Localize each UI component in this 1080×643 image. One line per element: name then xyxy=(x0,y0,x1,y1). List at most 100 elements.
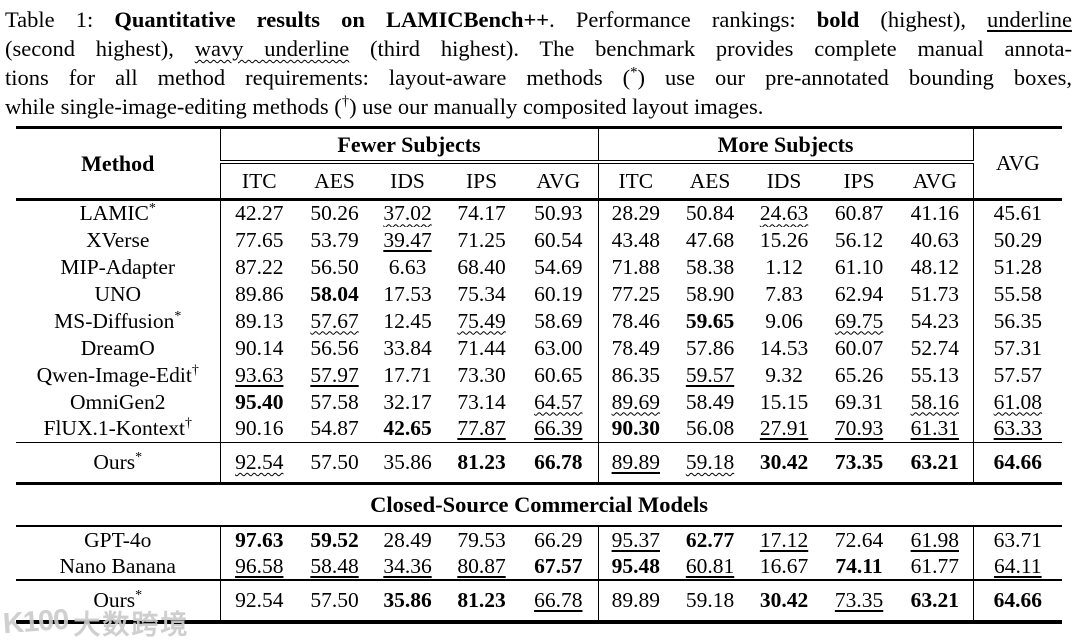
metric-value: 58.04 xyxy=(310,281,359,306)
metric-value: 93.63 xyxy=(235,362,284,387)
metric-value: 70.93 xyxy=(834,416,884,441)
metric-cell: 58.04 xyxy=(298,281,371,308)
metric-value: 15.26 xyxy=(759,227,809,252)
metric-cell: 28.29 xyxy=(597,199,674,227)
metric-value: 61.98 xyxy=(910,527,959,552)
metric-cell: 17.12 xyxy=(747,526,821,553)
metric-value: 97.63 xyxy=(235,527,284,552)
metric-value: 53.79 xyxy=(310,227,359,252)
metric-cell: 66.78 xyxy=(519,580,598,622)
metric-value: 30.42 xyxy=(759,450,809,474)
metric-cell: 58.48 xyxy=(298,553,371,580)
metric-value: 56.08 xyxy=(685,416,735,441)
metric-cell: 54.23 xyxy=(897,308,973,335)
metric-cell: 73.14 xyxy=(444,389,519,416)
method-superscript: * xyxy=(135,449,143,465)
metric-value: 32.17 xyxy=(383,389,432,414)
metric-cell: 59.65 xyxy=(673,308,747,335)
method-name: DreamO xyxy=(80,335,155,360)
metric-cell: 64.66 xyxy=(972,442,1063,484)
metric-value: 86.35 xyxy=(611,362,660,387)
section-title: Closed-Source Commercial Models xyxy=(370,492,708,517)
metric-cell: 73.35 xyxy=(821,580,897,622)
metric-cell: 63.71 xyxy=(972,526,1063,553)
metric-value: 89.89 xyxy=(611,588,660,612)
metric-cell: 57.50 xyxy=(298,443,371,484)
more-subjects-header: More Subjects xyxy=(598,127,974,164)
metric-header-ids: IDS xyxy=(390,168,425,193)
metric-value: 66.78 xyxy=(534,588,583,612)
metric-cell: 68.40 xyxy=(444,254,519,281)
metric-cell: 34.36 xyxy=(371,553,444,580)
metric-value: 9.32 xyxy=(765,362,803,387)
metric-value: 12.45 xyxy=(383,308,432,333)
metric-cell: 89.86 xyxy=(219,280,298,308)
metric-cell: 39.47 xyxy=(371,227,444,254)
caption-line: (second highest), wavy underline (third … xyxy=(5,34,1072,63)
caption-segment: . Performance rankings: xyxy=(549,7,817,32)
metric-value: 61.10 xyxy=(834,254,884,279)
metric-cell: 14.53 xyxy=(747,335,821,362)
metric-value: 57.31 xyxy=(993,335,1043,360)
table-row: FlUX.1-Kontext† 90.16 54.87 42.65 77.87 66.39… xyxy=(16,415,1063,443)
metric-cell: 86.35 xyxy=(597,361,674,389)
metric-header-ips: IPS xyxy=(843,168,875,193)
caption-segment: ) use our pre-annotated bounding boxes, xyxy=(637,65,1072,90)
caption-segment: tions for all method requirements: layou… xyxy=(5,65,631,90)
metric-value: 51.28 xyxy=(993,254,1043,279)
metric-cell: 74.11 xyxy=(821,553,897,580)
table-row: Qwen-Image-Edit† 93.63 57.97 17.71 73.30 60.6… xyxy=(16,361,1063,389)
metric-value: 61.77 xyxy=(910,553,959,578)
metric-value: 42.65 xyxy=(383,416,432,441)
metric-cell: 89.89 xyxy=(597,442,674,484)
metric-cell: 80.87 xyxy=(444,553,519,580)
metric-cell: 56.56 xyxy=(298,335,371,362)
caption-line: tions for all method requirements: layou… xyxy=(5,63,1072,92)
metric-value: 45.61 xyxy=(993,201,1043,226)
metric-cell: 58.38 xyxy=(673,254,747,281)
metric-value: 77.25 xyxy=(611,281,660,306)
metric-value: 66.78 xyxy=(534,450,583,474)
metric-value: 7.83 xyxy=(765,281,803,306)
metric-cell: 54.69 xyxy=(519,254,598,281)
metric-cell: 9.06 xyxy=(747,308,821,335)
metric-value: 57.57 xyxy=(993,362,1043,387)
method-name: Nano Banana xyxy=(59,553,176,578)
metric-cell: 77.25 xyxy=(597,280,674,308)
metric-value: 65.26 xyxy=(834,362,884,387)
method-name: Qwen-Image-Edit† xyxy=(36,362,199,387)
metric-cell: 89.69 xyxy=(597,388,674,416)
metric-cell: 42.65 xyxy=(371,416,444,443)
metric-cell: 59.57 xyxy=(673,362,747,389)
metric-value: 15.15 xyxy=(759,389,809,414)
metric-value: 56.50 xyxy=(310,254,359,279)
metric-cell: 61.77 xyxy=(897,553,973,580)
metric-value: 52.74 xyxy=(910,335,959,360)
metric-value: 60.65 xyxy=(534,362,583,387)
metric-cell: 87.22 xyxy=(219,253,298,281)
metric-value: 92.54 xyxy=(235,588,284,612)
table-row: XVerse 77.65 53.79 39.47 71.25 60.54 43.48 47.6… xyxy=(16,226,1063,254)
metric-cell: 62.94 xyxy=(821,281,897,308)
metric-cell: 27.91 xyxy=(747,416,821,443)
metric-value: 81.23 xyxy=(457,588,506,612)
method-name: GPT-4o xyxy=(84,527,152,552)
fewer-subjects-header: Fewer Subjects xyxy=(220,127,599,164)
table-row: GPT-4o 97.63 59.52 28.49 79.53 66.29 95.37 62.7… xyxy=(16,526,1063,553)
table-row: MIP-Adapter 87.22 56.50 6.63 68.40 54.69 71.88… xyxy=(16,253,1063,281)
table-row: OmniGen2 95.40 57.58 32.17 73.14 64.57 89.69 58… xyxy=(16,388,1063,416)
ours-open-row: Ours* 92.54 57.50 35.86 81.23 66.78 89.89 59.18… xyxy=(16,442,1063,484)
metric-value: 17.12 xyxy=(759,527,809,552)
metric-cell: 93.63 xyxy=(219,361,298,389)
metric-value: 1.12 xyxy=(765,254,803,279)
metric-value: 57.58 xyxy=(310,389,359,414)
metric-value: 59.18 xyxy=(685,450,735,474)
metric-value: 89.13 xyxy=(235,308,284,333)
metric-value: 48.12 xyxy=(910,254,959,279)
metric-value: 69.75 xyxy=(834,308,884,333)
metric-cell: 60.87 xyxy=(821,200,897,227)
metric-value: 59.52 xyxy=(310,527,359,552)
metric-cell: 53.79 xyxy=(298,227,371,254)
metric-value: 30.42 xyxy=(759,588,809,612)
metric-value: 78.46 xyxy=(611,308,660,333)
